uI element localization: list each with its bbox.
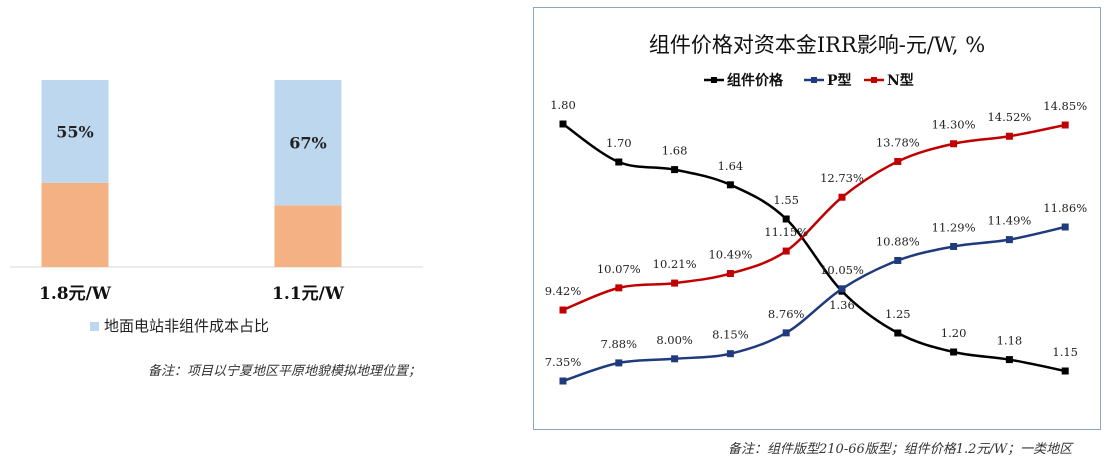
series-line <box>562 123 1066 312</box>
data-point <box>671 355 679 363</box>
data-label: 11.49% <box>987 214 1031 228</box>
chart-title: 组件价格对资本金IRR影响-元/W, % <box>649 33 985 57</box>
data-label: 8.76% <box>768 307 805 321</box>
data-label: 11.86% <box>1043 201 1087 215</box>
data-label: 1.80 <box>550 98 576 112</box>
data-point <box>782 329 790 337</box>
data-label: 10.88% <box>876 234 920 248</box>
data-point <box>950 348 958 356</box>
data-label: 1.68 <box>662 144 688 158</box>
data-point <box>894 256 902 264</box>
bar-segment-other <box>274 205 342 267</box>
right-note: 备注：组件版型210-66版型；组件价格1.2元/W；一类地区 <box>728 442 1073 457</box>
data-label: 8.15% <box>712 328 749 342</box>
irr-impact-chart: 组件价格对资本金IRR影响-元/W, % 组件价格 P型 N型 1.80 1.70 1.68… <box>545 33 1087 385</box>
data-label: 7.88% <box>601 337 638 351</box>
data-label: 1.64 <box>718 159 744 173</box>
data-point <box>671 279 679 287</box>
legend-marker <box>711 77 717 83</box>
data-label: 14.85% <box>1043 99 1087 113</box>
data-label: 1.18 <box>997 334 1023 348</box>
data-label: 12.73% <box>820 171 864 185</box>
data-label: 8.00% <box>656 333 693 347</box>
data-point <box>615 359 623 367</box>
data-label: 14.52% <box>987 110 1031 124</box>
data-label: 11.15% <box>764 225 808 239</box>
bar-data-label: 67% <box>289 134 326 153</box>
data-label: 9.42% <box>545 284 582 298</box>
data-point <box>726 270 734 278</box>
cost-share-panel: 55% 1.8元/W 67% 1.1元/W 地面电站非组件成本占比 <box>0 0 520 459</box>
category-label: 1.1元/W <box>272 284 345 304</box>
data-label: 1.36 <box>829 298 855 312</box>
data-label: 1.15 <box>1052 345 1078 359</box>
data-point <box>1005 236 1013 244</box>
data-point <box>559 306 567 314</box>
data-label: 10.05% <box>820 263 864 277</box>
bar-segment-other <box>41 182 109 267</box>
data-point <box>782 215 790 223</box>
data-label: 1.70 <box>606 136 632 150</box>
data-point <box>726 181 734 189</box>
data-point <box>838 285 846 293</box>
data-point <box>726 350 734 358</box>
legend-marker <box>871 77 877 83</box>
data-label: 1.55 <box>773 193 799 207</box>
bar-segment-non-module <box>274 80 342 206</box>
data-label: 10.07% <box>597 262 641 276</box>
data-label: 10.49% <box>708 248 752 262</box>
data-point <box>559 120 567 128</box>
data-point <box>894 329 902 337</box>
data-point <box>782 247 790 255</box>
legend-label: N型 <box>887 72 914 89</box>
category-label: 1.8元/W <box>39 284 112 304</box>
data-point <box>671 166 679 174</box>
data-point <box>1005 356 1013 364</box>
bar-data-label: 55% <box>56 122 93 141</box>
data-label: 11.29% <box>932 220 976 234</box>
series-line <box>562 225 1066 383</box>
data-point <box>559 377 567 385</box>
data-label: 10.21% <box>653 257 697 271</box>
series-line <box>562 122 1066 373</box>
data-point <box>1061 223 1069 231</box>
legend-swatch <box>90 322 99 331</box>
legend-label: 地面电站非组件成本占比 <box>104 317 269 335</box>
legend-label: P型 <box>827 72 852 89</box>
data-point <box>1061 367 1069 375</box>
data-point <box>1061 121 1069 129</box>
bar-segment-non-module <box>41 80 109 183</box>
irr-impact-panel: 组件价格对资本金IRR影响-元/W, % 组件价格 P型 N型 1.80 1.70 1.68… <box>533 7 1101 430</box>
data-label: 14.30% <box>932 118 976 132</box>
left-note: 备注：项目以宁夏地区平原地貌模拟地理位置； <box>148 364 422 379</box>
data-label: 1.25 <box>885 307 911 321</box>
data-point <box>950 140 958 148</box>
data-point <box>894 157 902 165</box>
data-label: 1.20 <box>941 326 967 340</box>
data-point <box>615 284 623 292</box>
data-point <box>1005 132 1013 140</box>
data-point <box>615 158 623 166</box>
data-point <box>950 242 958 250</box>
legend-label: 组件价格 <box>727 72 784 89</box>
data-label: 13.78% <box>876 135 920 149</box>
legend-marker <box>811 77 817 83</box>
data-point <box>838 193 846 201</box>
data-label: 7.35% <box>545 355 582 369</box>
